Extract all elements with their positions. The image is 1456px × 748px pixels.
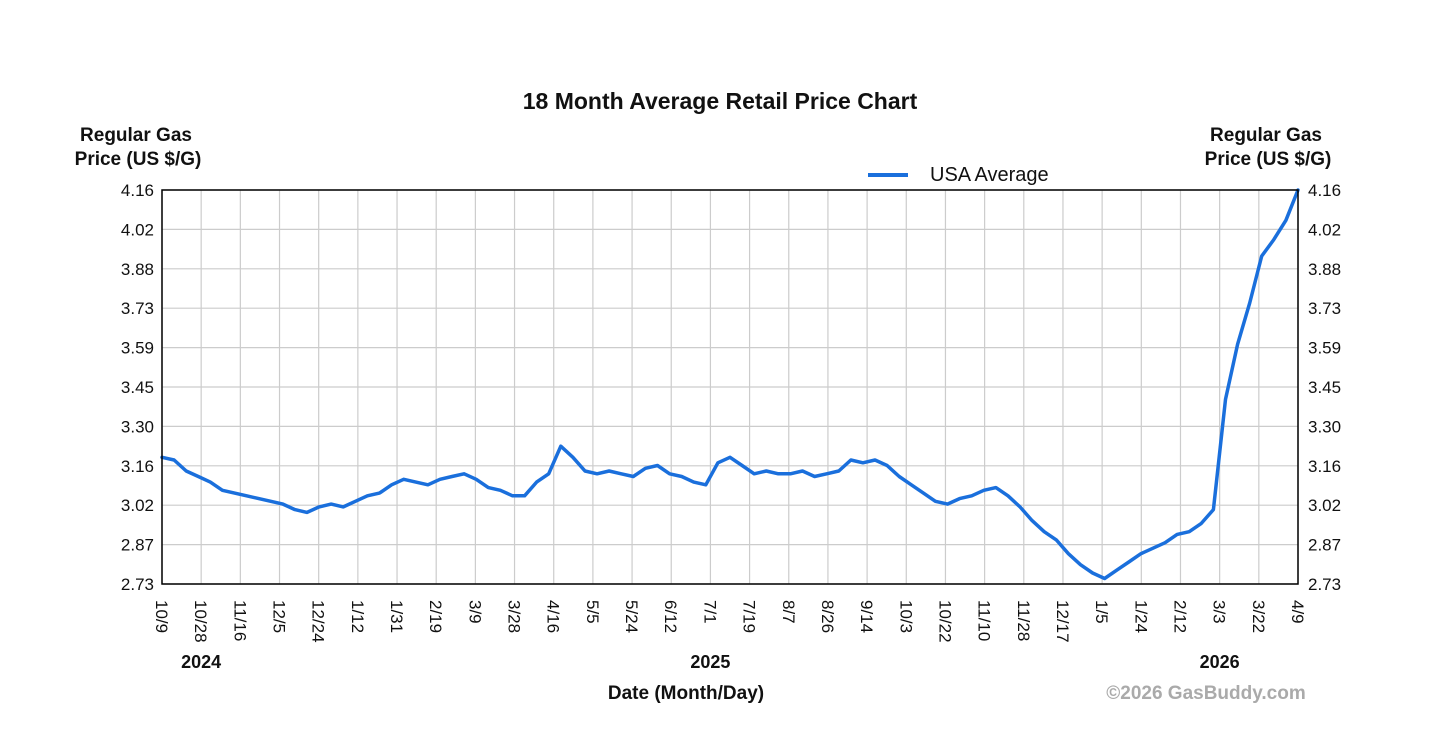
x-tick-label: 11/16 — [230, 600, 249, 641]
y-tick-right: 4.16 — [1308, 181, 1341, 200]
y-tick-left: 4.02 — [121, 220, 154, 239]
copyright: ©2026 GasBuddy.com — [1106, 683, 1306, 704]
y-tick-right: 3.02 — [1308, 496, 1341, 515]
x-tick-label: 1/5 — [1092, 600, 1111, 624]
x-tick-label: 11/28 — [1014, 600, 1033, 641]
x-ticks: 10/9 10/28 11/16 12/5 12/24 1/12 1/31 2/19 3/9 3/… — [152, 600, 1307, 643]
year-labels: 2024 2025 2026 — [181, 652, 1240, 672]
chart-title: 18 Month Average Retail Price Chart — [523, 88, 918, 114]
y-tick-left: 3.30 — [121, 417, 154, 436]
y-axis-label-right-line1: Regular Gas — [1210, 125, 1322, 146]
y-tick-left: 2.73 — [121, 575, 154, 594]
legend-label: USA Average — [930, 164, 1049, 186]
y-tick-right: 3.16 — [1308, 457, 1341, 476]
y-tick-left: 3.73 — [121, 299, 154, 318]
x-tick-label: 1/12 — [348, 600, 367, 633]
x-tick-label: 8/26 — [818, 600, 837, 633]
year-label-2026: 2026 — [1200, 652, 1240, 672]
x-tick-label: 4/16 — [544, 600, 563, 633]
x-axis-label: Date (Month/Day) — [608, 683, 764, 704]
x-tick-label: 3/28 — [505, 600, 524, 633]
x-tick-label: 1/31 — [387, 600, 406, 633]
y-tick-left: 3.45 — [121, 378, 154, 397]
x-tick-label: 12/5 — [270, 600, 289, 633]
y-axis-label-right-line2: Price (US $/G) — [1205, 149, 1332, 170]
y-tick-right: 3.45 — [1308, 378, 1341, 397]
x-tick-label: 9/14 — [857, 600, 876, 633]
x-tick-label: 3/9 — [465, 600, 484, 624]
legend: USA Average — [868, 164, 1049, 186]
x-tick-label: 1/24 — [1131, 600, 1150, 633]
x-tick-label: 10/3 — [896, 600, 915, 633]
plot-frame — [161, 189, 1299, 585]
x-tick-label: 4/9 — [1288, 600, 1307, 624]
x-tick-label: 5/24 — [622, 600, 641, 633]
y-tick-left: 4.16 — [121, 181, 154, 200]
x-tick-label: 7/19 — [740, 600, 759, 633]
x-tick-label: 12/17 — [1053, 600, 1072, 643]
year-label-2024: 2024 — [181, 652, 221, 672]
x-tick-label: 12/24 — [309, 600, 328, 643]
x-tick-label: 11/10 — [975, 600, 994, 641]
x-tick-label: 5/5 — [583, 600, 602, 624]
y-tick-right: 3.73 — [1308, 299, 1341, 318]
x-tick-label: 7/1 — [700, 600, 719, 624]
y-tick-right: 3.88 — [1308, 260, 1341, 279]
y-tick-right: 2.87 — [1308, 536, 1341, 555]
x-tick-label: 10/9 — [152, 600, 171, 633]
y-tick-left: 3.02 — [121, 496, 154, 515]
x-tick-label: 3/22 — [1249, 600, 1268, 633]
x-tick-label: 10/22 — [935, 600, 954, 643]
y-tick-left: 3.59 — [121, 339, 154, 358]
y-axis-label-left-line2: Price (US $/G) — [75, 149, 202, 170]
x-tick-label: 2/12 — [1170, 600, 1189, 633]
y-tick-right: 3.30 — [1308, 417, 1341, 436]
y-tick-right: 3.59 — [1308, 339, 1341, 358]
x-tick-label: 2/19 — [426, 600, 445, 633]
x-tick-label: 8/7 — [779, 600, 798, 624]
y-axis-label-left-line1: Regular Gas — [80, 125, 192, 146]
y-tick-left: 2.87 — [121, 536, 154, 555]
x-tick-label: 6/12 — [661, 600, 680, 633]
y-tick-right: 4.02 — [1308, 220, 1341, 239]
y-ticks-left: 4.16 4.02 3.88 3.73 3.59 3.45 3.30 3.16 3.02 2.87… — [121, 181, 154, 594]
y-ticks-right: 4.16 4.02 3.88 3.73 3.59 3.45 3.30 3.16 3.02 2.87… — [1308, 181, 1341, 594]
grid — [161, 189, 1299, 585]
y-tick-left: 3.88 — [121, 260, 154, 279]
y-tick-right: 2.73 — [1308, 575, 1341, 594]
year-label-2025: 2025 — [690, 652, 730, 672]
x-tick-label: 3/3 — [1210, 600, 1229, 624]
y-tick-left: 3.16 — [121, 457, 154, 476]
series-line-usa-average — [160, 188, 1300, 581]
x-tick-label: 10/28 — [191, 600, 210, 643]
